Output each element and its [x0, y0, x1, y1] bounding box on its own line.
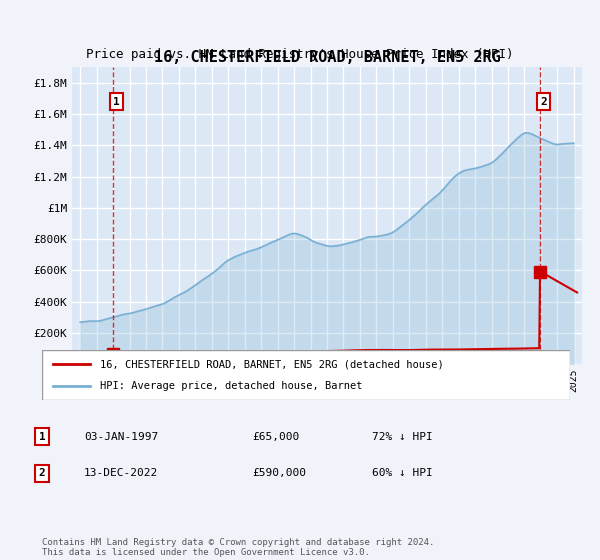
Text: £65,000: £65,000 — [252, 432, 299, 442]
Text: 16, CHESTERFIELD ROAD, BARNET, EN5 2RG (detached house): 16, CHESTERFIELD ROAD, BARNET, EN5 2RG (… — [100, 359, 444, 369]
Text: 72% ↓ HPI: 72% ↓ HPI — [372, 432, 433, 442]
Text: 1: 1 — [38, 432, 46, 442]
Text: 60% ↓ HPI: 60% ↓ HPI — [372, 468, 433, 478]
Text: 1: 1 — [113, 96, 120, 106]
FancyBboxPatch shape — [42, 350, 570, 400]
Text: Contains HM Land Registry data © Crown copyright and database right 2024.
This d: Contains HM Land Registry data © Crown c… — [42, 538, 434, 557]
Text: 2: 2 — [38, 468, 46, 478]
Text: 03-JAN-1997: 03-JAN-1997 — [84, 432, 158, 442]
Text: HPI: Average price, detached house, Barnet: HPI: Average price, detached house, Barn… — [100, 381, 362, 391]
Text: Price paid vs. HM Land Registry's House Price Index (HPI): Price paid vs. HM Land Registry's House … — [86, 48, 514, 60]
Text: 13-DEC-2022: 13-DEC-2022 — [84, 468, 158, 478]
Title: 16, CHESTERFIELD ROAD, BARNET, EN5 2RG: 16, CHESTERFIELD ROAD, BARNET, EN5 2RG — [154, 50, 500, 64]
Text: 2: 2 — [540, 96, 547, 106]
Text: £590,000: £590,000 — [252, 468, 306, 478]
